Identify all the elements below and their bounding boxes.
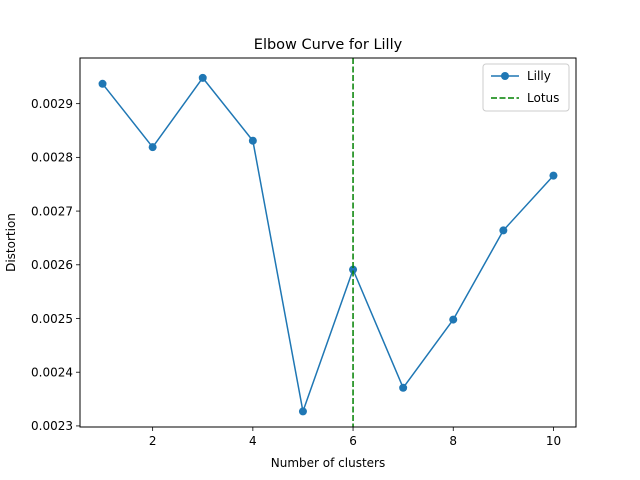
data-point-8 — [449, 315, 458, 324]
data-point-1 — [98, 79, 107, 88]
legend-label-reference: Lotus — [527, 91, 559, 105]
y-tick-label-1: 0.0024 — [31, 366, 73, 380]
data-point-10 — [549, 171, 558, 180]
x-tick-label-10: 10 — [546, 434, 561, 448]
y-tick-label-5: 0.0028 — [31, 151, 73, 165]
legend: Lilly Lotus — [482, 63, 570, 112]
y-axis: 0.0023 0.0024 0.0025 0.0026 0.0027 0.0028 0.00… — [31, 97, 80, 433]
y-tick-label-2: 0.0025 — [31, 312, 73, 326]
x-tick-label-2: 2 — [149, 434, 157, 448]
series-line-0 — [101, 77, 555, 413]
y-tick-label-3: 0.0026 — [31, 258, 73, 272]
legend-swatch-marker-series — [501, 72, 509, 80]
axes-frame — [79, 57, 577, 428]
data-point-5 — [298, 407, 307, 416]
x-axis-label: Number of clusters — [271, 456, 385, 470]
data-point-9 — [499, 226, 508, 235]
x-tick-label-8: 8 — [449, 434, 457, 448]
data-point-2 — [148, 143, 157, 152]
legend-label-series: Lilly — [527, 69, 551, 83]
data-point-7 — [399, 383, 408, 392]
x-tick-label-4: 4 — [249, 434, 257, 448]
data-point-6 — [349, 265, 358, 274]
x-tick-label-6: 6 — [349, 434, 357, 448]
y-tick-label-0: 0.0023 — [31, 419, 73, 433]
data-point-4 — [248, 136, 257, 145]
plot-area — [98, 58, 558, 427]
y-tick-label-4: 0.0027 — [31, 204, 73, 218]
data-point-3 — [198, 73, 207, 82]
y-axis-label: Distortion — [4, 213, 18, 272]
chart-title: Elbow Curve for Lilly — [254, 37, 403, 53]
y-tick-label-6: 0.0029 — [31, 97, 73, 111]
x-axis: 2 4 6 8 10 — [149, 427, 561, 448]
